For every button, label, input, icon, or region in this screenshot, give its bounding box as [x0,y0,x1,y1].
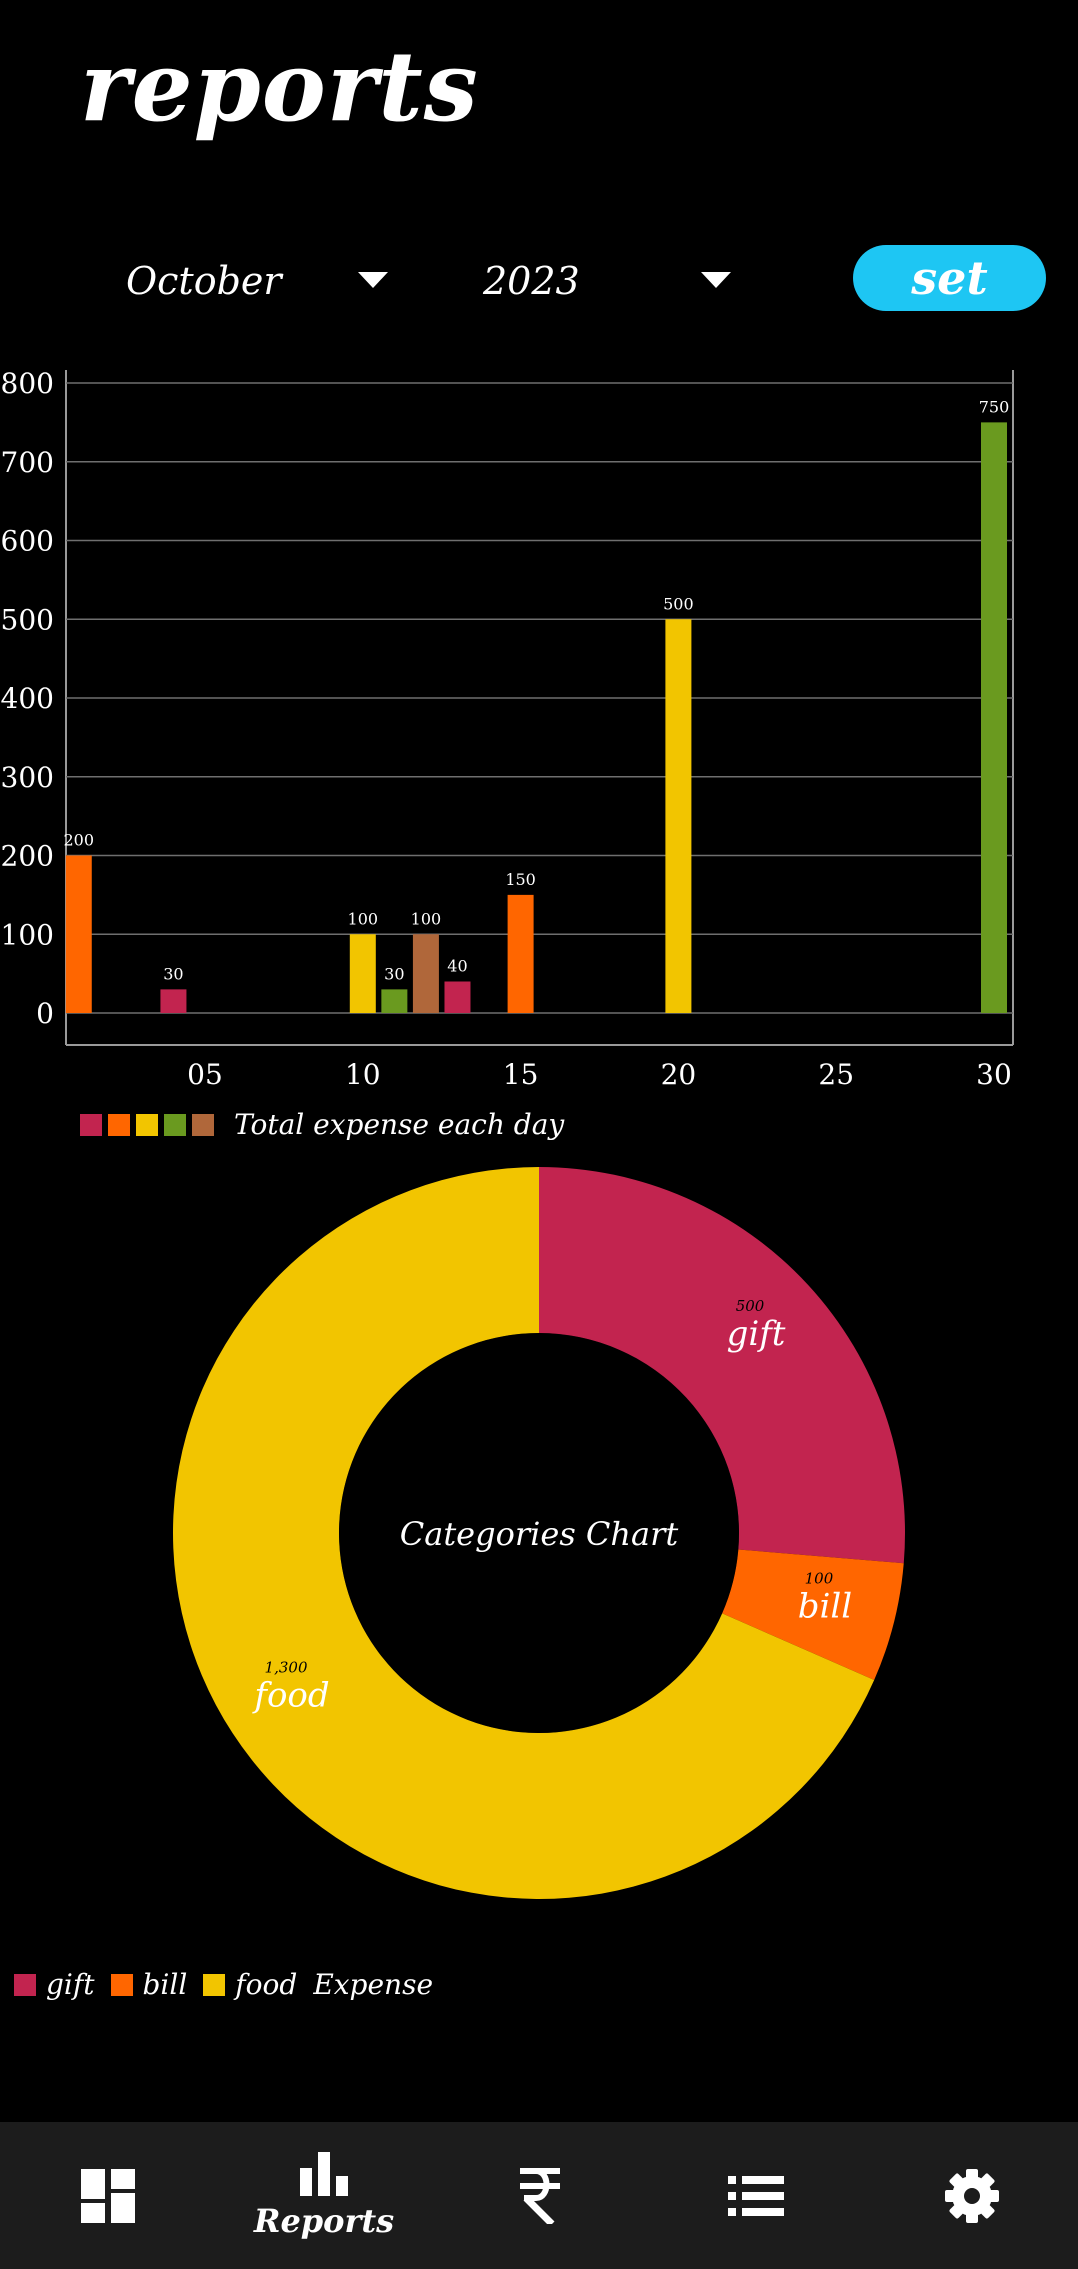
legend-swatch [80,1113,102,1136]
slice-value-label: 100 [805,1569,834,1587]
legend-item-gift: gift [14,1968,95,2001]
legend-item-bill: bill [110,1968,188,2001]
inner-ring [339,1333,739,1733]
nav-item-expense[interactable] [500,2122,580,2269]
chevron-down-icon [701,272,731,288]
legend-item-food: food [203,1968,297,2001]
pie-slice-food [172,1167,875,1899]
bar [65,855,92,1013]
bar-value-label: 100 [411,909,442,928]
donut-hole [359,1353,719,1713]
legend-swatch [136,1113,158,1136]
donut-legend: gift bill food Expense [14,1968,433,2001]
slice-value-label: 1,300 [265,1658,308,1676]
list-icon [728,2175,784,2216]
bar-chart-icon [300,2151,348,2196]
bar-value-label: 30 [384,964,404,983]
y-tick-label: 400 [1,682,54,715]
bar-value-label: 750 [979,397,1010,416]
x-tick-label: 20 [661,1058,697,1091]
dashboard-icon [81,2168,135,2223]
month-dropdown[interactable]: October [126,248,396,314]
bar [444,981,471,1013]
chevron-down-icon [358,272,388,288]
month-value: October [126,259,282,303]
bar-value-label: 100 [348,909,379,928]
bar [412,934,439,1013]
legend-swatch [110,1973,133,1996]
x-tick-label: 05 [187,1058,223,1091]
bar-value-label: 500 [663,594,694,613]
bottom-navigation: Reports [0,2122,1078,2269]
legend-label: gift [46,1968,95,2001]
nav-item-list[interactable] [716,2122,796,2269]
x-tick-label: 10 [345,1058,381,1091]
bar-value-label: 40 [447,957,467,976]
slice-name-label: food [251,1675,329,1715]
legend-swatch [192,1113,214,1136]
gear-icon [945,2168,999,2223]
y-tick-label: 200 [1,840,54,873]
legend-swatch [108,1113,130,1136]
slice-name-label: gift [727,1314,786,1354]
bar [349,934,376,1013]
year-value: 2023 [483,259,580,303]
bar [160,989,187,1013]
y-tick-label: 600 [1,525,54,558]
bar-chart-legend: Total expense each day [80,1108,564,1141]
x-tick-label: 30 [976,1058,1012,1091]
bar [981,422,1007,1013]
y-tick-label: 100 [1,918,54,951]
legend-swatch [14,1973,36,1996]
set-button[interactable]: set [853,245,1046,311]
rupee-icon [520,2167,560,2224]
y-tick-label: 700 [1,446,54,479]
nav-item-settings[interactable] [932,2122,1012,2269]
y-tick-label: 500 [1,603,54,636]
slice-value-label: 500 [736,1297,765,1315]
year-dropdown[interactable]: 2023 [483,248,743,314]
legend-label: food [235,1968,298,2001]
bar [507,894,534,1013]
x-tick-label: 25 [818,1058,854,1091]
bar [381,989,408,1013]
donut-center-label: Categories Chart [400,1515,679,1553]
pie-slice-bill [722,1549,904,1681]
y-tick-label: 0 [36,997,54,1030]
legend-label: Total expense each day [234,1108,565,1141]
nav-item-dashboard[interactable] [68,2122,148,2269]
legend-label: bill [142,1968,188,2001]
pie-slice-gift [539,1167,905,1564]
legend-swatch [164,1113,186,1136]
nav-item-reports[interactable]: Reports [254,2122,394,2269]
daily-expense-bar-chart: 0 100 200 300 400 500 600 700 800 05 10 15 20 25 30 200… [1,367,1014,1091]
y-tick-label: 800 [1,367,54,400]
bar-value-label: 150 [505,870,536,889]
legend-swatch [203,1973,226,1996]
bar-value-label: 200 [63,831,94,850]
bar-value-label: 30 [163,964,183,983]
x-tick-label: 15 [503,1058,539,1091]
legend-title: Expense [313,1968,434,2001]
nav-label-reports: Reports [253,2201,395,2240]
slice-name-label: bill [798,1586,852,1626]
y-tick-label: 300 [1,761,54,794]
page-title: reports [80,30,479,143]
bar [665,619,692,1013]
